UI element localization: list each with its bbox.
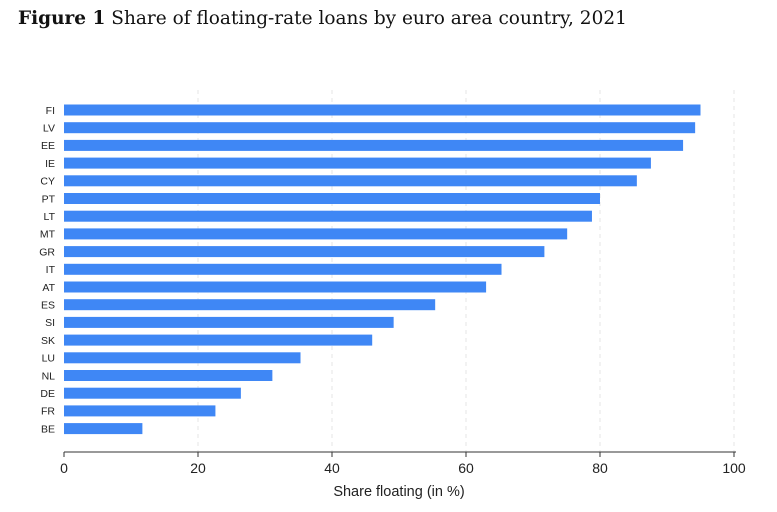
bar-pt bbox=[64, 193, 600, 204]
category-labels: FI LV EE IE CY PT LT MT GR IT AT ES SI SK LU NL DE FR BE bbox=[39, 105, 55, 436]
bar-ee bbox=[64, 139, 684, 151]
bar-cy bbox=[64, 175, 637, 187]
bar-it bbox=[64, 263, 502, 275]
x-tick-label: 0 bbox=[60, 460, 68, 476]
bar-be bbox=[64, 423, 143, 435]
category-label: IT bbox=[46, 264, 56, 276]
x-tick-label: 40 bbox=[324, 460, 340, 476]
category-label: ES bbox=[41, 300, 55, 312]
category-label: LT bbox=[44, 211, 56, 223]
category-label: AT bbox=[42, 282, 55, 294]
category-label: PT bbox=[42, 193, 56, 205]
bars bbox=[64, 104, 701, 435]
bar-lu bbox=[64, 352, 301, 364]
x-axis-title: Share floating (in %) bbox=[333, 484, 464, 500]
bar-sk bbox=[64, 334, 373, 346]
category-label: SK bbox=[41, 335, 55, 347]
bar-es bbox=[64, 299, 436, 311]
category-label: FI bbox=[46, 105, 55, 117]
x-tick-label: 60 bbox=[458, 460, 474, 476]
figure-label: Figure 1 bbox=[18, 8, 106, 29]
bar-lt bbox=[64, 210, 592, 222]
category-label: NL bbox=[42, 370, 56, 382]
bar-mt bbox=[64, 228, 568, 240]
category-label: SI bbox=[45, 317, 55, 329]
category-label: CY bbox=[40, 176, 55, 188]
bar-ie bbox=[64, 157, 651, 169]
category-label: LV bbox=[43, 123, 55, 135]
x-tick-label: 100 bbox=[722, 460, 746, 476]
bar-lv bbox=[64, 122, 696, 134]
category-label: FR bbox=[41, 406, 55, 418]
bar-gr bbox=[64, 246, 545, 258]
x-axis-ticks: 0 20 40 60 80 100 bbox=[60, 452, 746, 476]
bar-si bbox=[64, 316, 394, 328]
category-label: BE bbox=[41, 423, 55, 435]
x-tick-label: 80 bbox=[592, 460, 608, 476]
bar-de bbox=[64, 387, 241, 399]
category-label: LU bbox=[42, 353, 55, 365]
x-tick-label: 20 bbox=[190, 460, 206, 476]
category-label: MT bbox=[40, 229, 56, 241]
category-label: GR bbox=[39, 246, 55, 258]
bar-fi bbox=[64, 104, 701, 116]
bar-fr bbox=[64, 405, 216, 417]
category-label: EE bbox=[41, 140, 55, 152]
category-label: IE bbox=[45, 158, 55, 170]
bar-at bbox=[64, 281, 487, 293]
figure-title: Figure 1 Share of floating-rate loans by… bbox=[18, 8, 627, 29]
bar-nl bbox=[64, 370, 273, 381]
figure-title-text: Share of floating-rate loans by euro are… bbox=[111, 8, 627, 29]
category-label: DE bbox=[40, 388, 55, 400]
